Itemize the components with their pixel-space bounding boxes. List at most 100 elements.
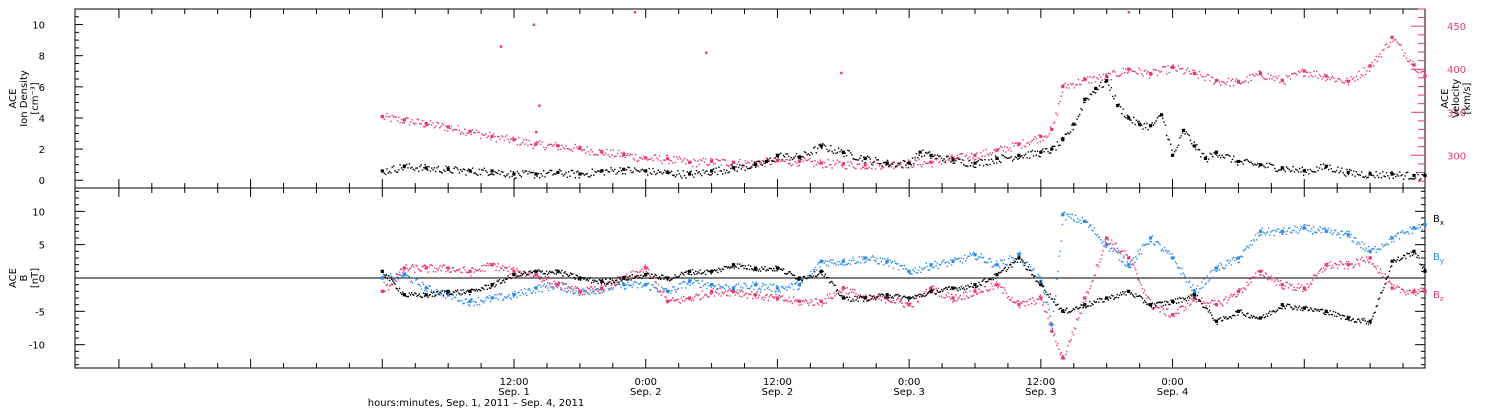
bx-series-sample xyxy=(472,289,474,291)
bz-series-sample xyxy=(1307,286,1309,289)
bz-series-sample xyxy=(785,299,787,301)
bx-series-sample xyxy=(429,293,431,296)
velocity-series-sample xyxy=(631,154,633,156)
bx-series-sample xyxy=(495,284,497,286)
bx-series-sample xyxy=(576,275,578,277)
bx-series-sample xyxy=(475,288,477,291)
density-series-sample xyxy=(467,168,470,170)
bx-series-sample xyxy=(508,277,510,279)
density-series-sample xyxy=(1382,171,1384,173)
velocity-series-sample xyxy=(789,163,791,165)
bz-series-sample xyxy=(542,279,544,281)
velocity-series-sample xyxy=(544,149,546,151)
bz-series-sample xyxy=(1416,291,1418,293)
velocity-series-sample xyxy=(1079,83,1081,86)
bx-series-sample xyxy=(799,277,801,279)
bz-series-sample xyxy=(1395,286,1397,289)
by-series-sample xyxy=(1416,227,1418,229)
by-series-sample xyxy=(702,284,705,287)
density-series-sample xyxy=(1416,171,1418,174)
velocity-series-sample xyxy=(640,157,642,159)
bz-series-sample xyxy=(926,293,929,295)
bz-series-sample xyxy=(711,292,713,294)
outlier-point xyxy=(1127,11,1131,14)
density-series-sample xyxy=(1072,129,1074,131)
bz-series-sample xyxy=(863,295,865,297)
bz-series-sample xyxy=(436,268,438,270)
by-series-sample xyxy=(1245,248,1247,250)
bx-series-sample xyxy=(652,277,654,279)
bz-series-sample xyxy=(1017,300,1020,302)
bx-series-sample xyxy=(419,295,421,297)
bx-series-sample xyxy=(1414,251,1416,253)
bx-series-sample xyxy=(1425,269,1427,271)
velocity-series-sample xyxy=(403,122,405,124)
by-series-sample xyxy=(637,287,639,289)
bx-series-sample xyxy=(846,296,848,298)
by-series-sample xyxy=(1411,232,1414,235)
density-series-sample xyxy=(388,171,391,173)
bz-series-sample xyxy=(1387,281,1390,283)
velocity-series-sample xyxy=(655,154,657,156)
bz-series-sample xyxy=(1309,282,1312,285)
velocity-series-sample xyxy=(1220,84,1222,86)
by-series-sample xyxy=(1309,230,1312,233)
by-series-sample xyxy=(572,290,574,292)
bz-series-sample xyxy=(1015,301,1017,303)
by-series-sample xyxy=(1243,249,1246,251)
bx-series-sample xyxy=(606,283,608,285)
by-series-sample xyxy=(937,267,940,270)
bx-series-sample xyxy=(483,288,485,291)
bx-series-sample xyxy=(443,290,446,292)
velocity-series-sample xyxy=(1133,70,1135,72)
by-series-sample xyxy=(1208,279,1211,281)
velocity-series-point xyxy=(951,156,955,160)
bx-series-sample xyxy=(1147,303,1149,305)
by-series-sample xyxy=(599,292,601,294)
bz-series-sample xyxy=(1105,242,1107,244)
by-series-sample xyxy=(1079,219,1081,221)
bx-series-sample xyxy=(847,299,850,301)
bx-series-sample xyxy=(1332,310,1335,313)
density-series-sample xyxy=(1126,114,1128,116)
by-series-sample xyxy=(1044,293,1046,295)
bx-series-sample xyxy=(975,286,977,288)
density-series-point xyxy=(1039,150,1043,154)
density-series-sample xyxy=(590,174,592,177)
velocity-series-sample xyxy=(683,157,686,160)
density-series-sample xyxy=(871,163,873,165)
bx-series-sample xyxy=(645,272,648,275)
bx-series-sample xyxy=(1256,316,1258,319)
bz-series-sample xyxy=(1085,291,1088,293)
bx-series-sample xyxy=(785,273,787,275)
bx-series-sample xyxy=(414,292,416,294)
velocity-series-sample xyxy=(770,163,773,166)
bx-series-sample xyxy=(1395,261,1397,263)
density-series-sample xyxy=(1387,175,1389,177)
velocity-series-sample xyxy=(961,152,964,155)
density-series-point xyxy=(841,150,845,154)
bz-series-sample xyxy=(1023,301,1025,303)
by-series-sample xyxy=(1235,257,1237,259)
bx-series-sample xyxy=(1237,314,1239,316)
velocity-series-sample xyxy=(1260,74,1263,77)
bz-series-sample xyxy=(543,279,546,282)
velocity-series-sample xyxy=(499,138,501,140)
velocity-series-sample xyxy=(1176,70,1178,72)
bx-series-sample xyxy=(1013,261,1015,264)
bz-series-sample xyxy=(1099,261,1101,263)
by-series-sample xyxy=(1094,233,1096,235)
bz-series-sample xyxy=(765,294,767,297)
by-series-sample xyxy=(520,289,522,291)
by-series-sample xyxy=(957,258,959,260)
bz-series-sample xyxy=(831,297,833,300)
by-series-sample xyxy=(437,293,439,296)
velocity-series-sample xyxy=(915,160,918,162)
velocity-series-sample xyxy=(392,116,395,118)
bx-series-sample xyxy=(482,287,484,289)
velocity-series-sample xyxy=(1362,75,1364,77)
bz-series-sample xyxy=(1096,264,1099,266)
by-series-sample xyxy=(1267,231,1269,233)
bz-series-sample xyxy=(721,291,723,294)
bz-series-sample xyxy=(1318,270,1320,273)
